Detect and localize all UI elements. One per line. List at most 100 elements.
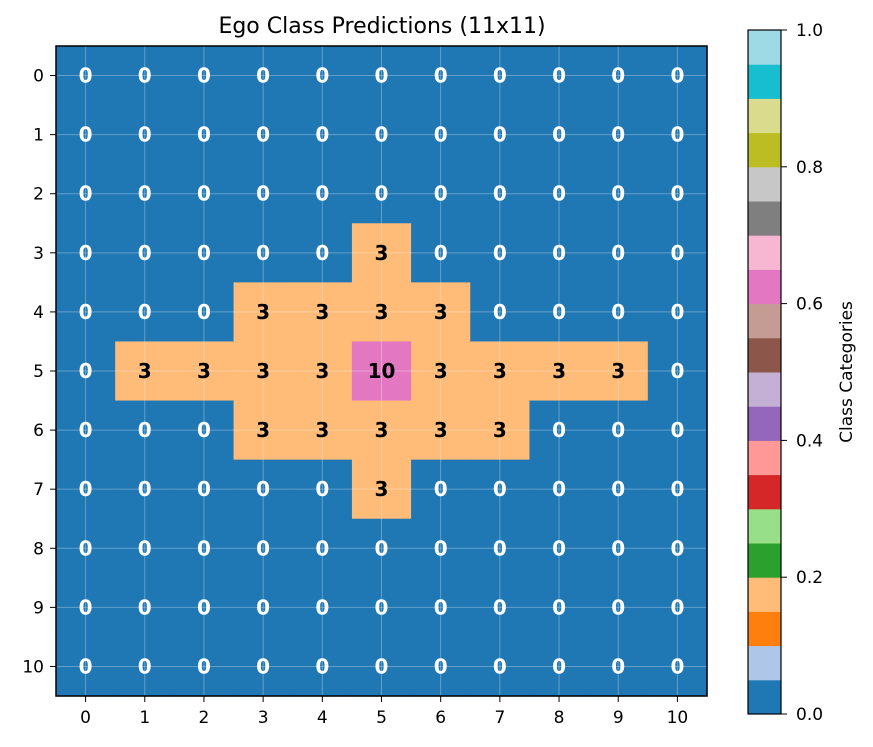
heatmap-cell (529, 164, 590, 224)
heatmap-cell (174, 518, 235, 579)
heatmap-cell (647, 518, 708, 579)
cell-value-label: 3 (434, 418, 448, 442)
cell-value-label: 0 (256, 654, 270, 678)
heatmap-cell (470, 164, 531, 224)
cell-value-label: 0 (79, 536, 93, 560)
cell-value-label: 0 (493, 595, 507, 619)
heatmap-cell (56, 459, 116, 520)
heatmap-cell (470, 341, 531, 402)
cell-value-label: 10 (368, 359, 396, 383)
cell-value-label: 3 (375, 241, 389, 265)
colorbar-segment (748, 132, 781, 168)
colorbar-segment (748, 474, 781, 510)
cell-value-label: 0 (315, 123, 329, 147)
colorbar-segment (748, 30, 781, 65)
cell-value-label: 0 (79, 64, 93, 88)
cell-value-label: 0 (670, 477, 684, 501)
heatmap-cell (647, 223, 708, 283)
cell-value-label: 0 (434, 241, 448, 265)
heatmap-cell (56, 636, 116, 697)
cell-value-label: 3 (315, 359, 329, 383)
cell-value-label: 3 (375, 477, 389, 501)
cell-value-label: 0 (315, 182, 329, 206)
cell-value-label: 0 (552, 654, 566, 678)
cell-value-label: 0 (493, 536, 507, 560)
cell-value-label: 0 (552, 477, 566, 501)
heatmap-cell (56, 518, 116, 579)
heatmap-cell (529, 46, 590, 106)
heatmap-cell (292, 518, 353, 579)
cell-value-label: 0 (493, 123, 507, 147)
cell-value-label: 0 (611, 300, 625, 324)
heatmap-cell (115, 341, 175, 402)
cell-value-label: 0 (611, 241, 625, 265)
colorbar-tick-label: 0.6 (796, 295, 823, 315)
cell-value-label: 3 (315, 418, 329, 442)
cell-value-label: 0 (552, 182, 566, 206)
cell-value-label: 0 (79, 300, 93, 324)
y-tick-label: 7 (33, 480, 44, 500)
cell-value-label: 0 (256, 123, 270, 147)
heatmap-cell (529, 282, 590, 343)
heatmap-cell (647, 341, 708, 402)
y-tick-label: 6 (33, 421, 44, 441)
colorbar-segment (748, 98, 781, 134)
cell-value-label: 0 (138, 654, 152, 678)
x-tick-label: 2 (199, 708, 210, 728)
heatmap-cell (411, 282, 471, 343)
cell-value-label: 3 (493, 359, 507, 383)
cell-value-label: 0 (138, 241, 152, 265)
colorbar-segment (748, 577, 781, 612)
heatmap-cell (470, 282, 531, 343)
cell-value-label: 0 (434, 123, 448, 147)
cell-value-label: 0 (611, 182, 625, 206)
heatmap-cell (529, 636, 590, 697)
cell-value-label: 0 (434, 64, 448, 88)
heatmap-cell (470, 223, 531, 283)
cell-value-label: 0 (138, 182, 152, 206)
cell-value-label: 0 (197, 182, 211, 206)
heatmap-cell (411, 459, 471, 520)
y-tick-label: 8 (33, 539, 44, 559)
heatmap-cell (647, 164, 708, 224)
colorbar-segment (748, 543, 781, 578)
cell-value-label: 0 (315, 595, 329, 619)
cell-value-label: 0 (79, 359, 93, 383)
heatmap-cell (56, 223, 116, 283)
colorbar-segment (748, 406, 781, 441)
heatmap-cell (411, 164, 471, 224)
colorbar: 0.0 0.2 0.4 0.6 0.8 1.0 (747, 21, 823, 725)
colorbar-label: Class Categories (837, 301, 857, 443)
heatmap-cell (233, 164, 294, 224)
y-tick-label: 5 (33, 362, 44, 382)
heatmap-cell (292, 459, 353, 520)
colorbar-tick-label: 1.0 (796, 21, 823, 41)
colorbar-segment (748, 235, 781, 270)
colorbar-segment (748, 269, 781, 305)
heatmap-cell (588, 518, 649, 579)
cell-value-label: 0 (138, 477, 152, 501)
cell-value-label: 0 (138, 536, 152, 560)
heatmap-cell (351, 459, 412, 520)
cell-value-label: 3 (611, 359, 625, 383)
cell-value-label: 0 (197, 477, 211, 501)
heatmap-cell (233, 223, 294, 283)
cell-value-label: 3 (315, 300, 329, 324)
y-tick-label: 10 (22, 657, 44, 677)
heatmap-cell (588, 164, 649, 224)
heatmap-cell (233, 341, 294, 402)
cell-value-label: 3 (375, 300, 389, 324)
heatmap-cell (588, 459, 649, 520)
heatmap-cell (588, 341, 649, 402)
heatmap-cell (56, 577, 116, 638)
cell-value-label: 0 (611, 477, 625, 501)
cell-value-label: 0 (138, 418, 152, 442)
cell-value-label: 0 (138, 300, 152, 324)
cell-value-label: 0 (197, 418, 211, 442)
cell-value-label: 0 (611, 595, 625, 619)
heatmap-cell (233, 577, 294, 638)
heatmap-cell (470, 46, 531, 106)
colorbar-tick-label: 0.0 (796, 705, 823, 725)
heatmap-cell (529, 577, 590, 638)
